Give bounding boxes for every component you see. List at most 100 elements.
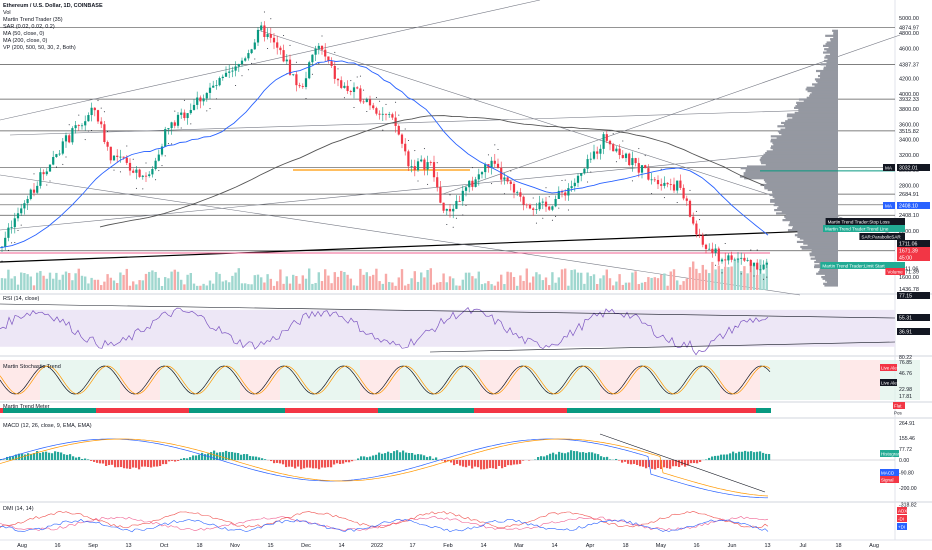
macd-histogram-bar [747, 451, 750, 460]
rsi-badge [897, 292, 930, 299]
sar-dot [103, 111, 105, 113]
macd-pane-label[interactable]: MACD (12, 26, close, 9, EMA, EMA) [3, 423, 92, 429]
sar-dot [715, 264, 717, 266]
trend-meter-bar [459, 408, 462, 413]
time-tick-label: 14 [338, 543, 344, 549]
dmi-pane-label[interactable]: DMI (14, 14) [3, 506, 34, 512]
rsi-pane-label[interactable]: RSI (14, close) [3, 296, 40, 302]
volume-profile-bar [776, 136, 838, 140]
indicator-vp[interactable]: VP (200, 500, 50, 30, 2, Both) [3, 45, 76, 51]
trend-meter-bar [603, 408, 606, 413]
stoch-tick-label: 80.22 [899, 355, 912, 361]
trend-meter-bar [39, 408, 42, 413]
volume-profile-bar [798, 108, 838, 111]
candle [548, 206, 551, 210]
candle [234, 66, 237, 71]
trend-meter-bar [672, 408, 675, 413]
candle [87, 115, 90, 122]
candle [128, 162, 132, 171]
price-badge-value: 45:00 [899, 256, 912, 262]
macd-histogram-bar [618, 460, 621, 461]
candle [484, 164, 487, 173]
trend-meter-bar [414, 408, 417, 413]
sar-dot [87, 130, 89, 132]
volume-profile-bar [810, 257, 838, 260]
volume-bar [16, 284, 20, 290]
trend-meter-bar [690, 408, 693, 413]
sar-dot [494, 144, 496, 146]
macd-histogram-bar [723, 454, 726, 460]
sar-dot [65, 156, 67, 158]
volume-bar [7, 269, 10, 290]
macd-histogram-bar [141, 460, 144, 467]
volume-bar [532, 276, 535, 290]
indicator-ma200[interactable]: MA (200, close, 0) [3, 38, 48, 44]
volume-bar [58, 279, 61, 290]
sar-dot [452, 226, 454, 228]
indicator-martin-trend-trader[interactable]: Martin Trend Trader (35) [3, 17, 63, 23]
candle [199, 97, 202, 102]
candle [717, 248, 720, 262]
volume-bar [269, 278, 272, 290]
volume-bar [276, 281, 279, 290]
trend-meter-pane-label[interactable]: Martin Trend Meter [3, 404, 50, 410]
indicator-vol[interactable]: Vol [3, 10, 11, 16]
candle [500, 167, 503, 180]
volume-profile-bar [823, 59, 838, 63]
macd-histogram-bar [735, 453, 738, 460]
volume-profile-bar [792, 116, 838, 120]
volume-bar [484, 283, 487, 290]
volume-bar [234, 272, 237, 290]
dmi-badge-label: -DI [898, 517, 904, 522]
candle [570, 186, 573, 189]
macd-histogram-bar [768, 454, 771, 460]
macd-histogram-bar [96, 460, 99, 463]
macd-badge-label: Signal [881, 478, 894, 483]
macd-histogram-bar [225, 450, 228, 460]
trend-meter-bar [465, 408, 468, 413]
trend-meter-bar [141, 408, 144, 413]
price-tick-label: 2200.00 [899, 229, 919, 235]
time-tick-label: Nov [230, 543, 240, 549]
sar-dot [1, 260, 3, 262]
trend-meter-bar [228, 408, 231, 413]
candle [410, 166, 413, 167]
sar-dot [62, 163, 64, 165]
volume-bar [282, 283, 285, 290]
candle [490, 160, 493, 168]
rsi-tick-label: 77.15 [899, 294, 912, 300]
candle [762, 264, 765, 270]
stoch-pane-label[interactable]: Martin Stochastic Trend [3, 364, 61, 370]
stoch-background [480, 360, 520, 400]
macd-histogram-bar [444, 460, 447, 463]
trend-meter-bar [516, 408, 519, 413]
trend-meter-bar [81, 408, 84, 413]
candle [221, 76, 224, 79]
macd-histogram-bar [426, 456, 429, 460]
stoch-k-line [0, 365, 771, 395]
volume-profile-bar [778, 205, 838, 208]
trend-meter-bar [732, 408, 735, 413]
volume-bar [112, 280, 116, 290]
candle [391, 114, 394, 118]
sar-dot [334, 51, 336, 53]
volume-profile-bar [816, 272, 838, 275]
volume-profile-bar [816, 79, 838, 83]
volume-bar [711, 261, 714, 290]
volume-bar [516, 285, 519, 290]
volume-bar [378, 281, 381, 290]
indicator-ma50[interactable]: MA (50, close, 0) [3, 31, 45, 37]
candle [592, 151, 596, 159]
volume-bar [698, 273, 701, 290]
volume-profile-bar [824, 274, 838, 277]
volume-bar [384, 273, 388, 290]
macd-histogram-bar [387, 451, 390, 460]
volume-bar [23, 273, 26, 290]
trend-line [0, 227, 896, 263]
macd-histogram-bar [666, 460, 669, 469]
trend-meter-bar [288, 408, 291, 413]
indicator-sar[interactable]: SAR (0.02, 0.02, 0.2) [3, 24, 55, 30]
volume-bar [602, 275, 605, 290]
macd-histogram-bar [165, 460, 168, 465]
